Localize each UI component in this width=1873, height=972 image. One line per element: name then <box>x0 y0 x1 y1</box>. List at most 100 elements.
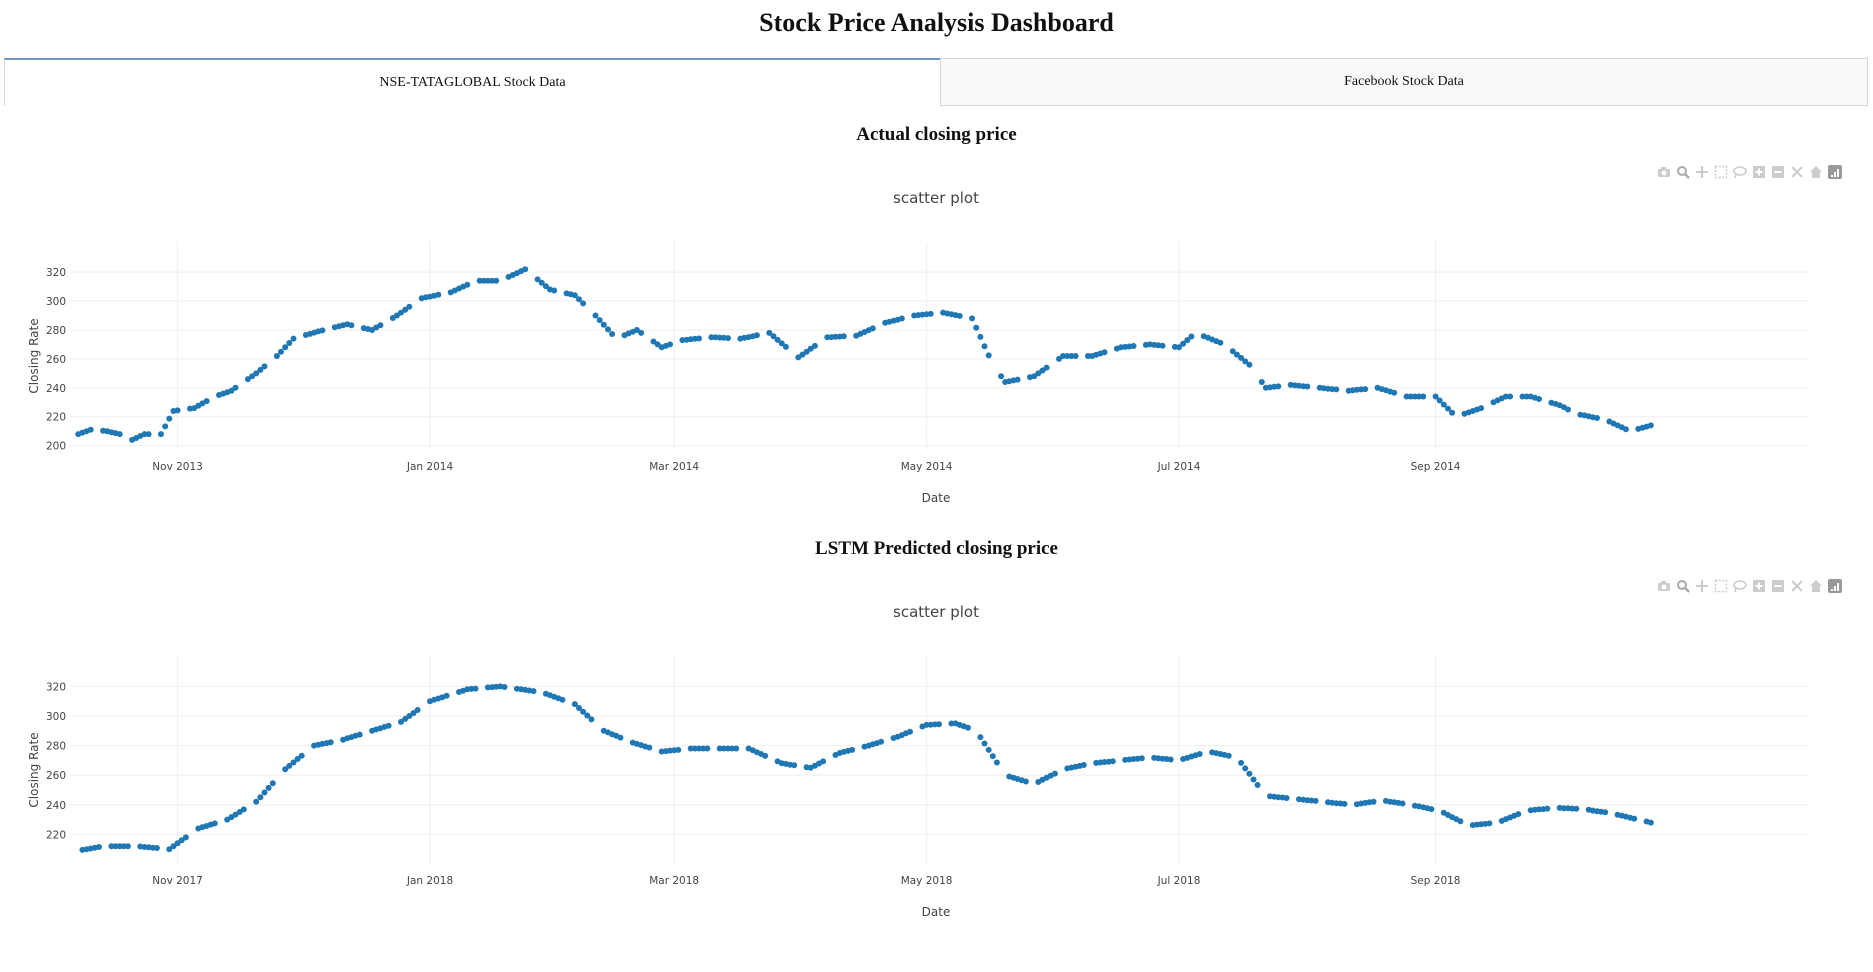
zoom-out-icon[interactable] <box>1770 164 1786 180</box>
data-point[interactable] <box>1035 370 1042 377</box>
data-point[interactable] <box>1159 342 1166 349</box>
data-point[interactable] <box>592 312 599 319</box>
data-point[interactable] <box>1631 815 1638 822</box>
data-point[interactable] <box>1536 396 1542 402</box>
autoscale-icon[interactable] <box>1789 578 1805 594</box>
data-point[interactable] <box>791 762 798 769</box>
data-point[interactable] <box>617 734 624 741</box>
data-point[interactable] <box>965 724 971 731</box>
data-point[interactable] <box>989 753 996 760</box>
data-point[interactable] <box>406 303 413 310</box>
data-point[interactable] <box>1341 800 1348 807</box>
data-point[interactable] <box>124 843 131 850</box>
data-point[interactable] <box>1184 337 1191 344</box>
data-point[interactable] <box>753 332 760 339</box>
data-point[interactable] <box>1109 758 1116 765</box>
data-point[interactable] <box>584 712 591 719</box>
data-point[interactable] <box>286 762 293 769</box>
data-point[interactable] <box>700 745 707 752</box>
data-point[interactable] <box>1622 426 1629 433</box>
data-point[interactable] <box>1258 379 1265 385</box>
data-point[interactable] <box>1176 344 1182 351</box>
data-point[interactable] <box>840 333 847 340</box>
data-point[interactable] <box>211 820 218 827</box>
data-point[interactable] <box>1407 393 1414 400</box>
data-point[interactable] <box>1594 415 1600 421</box>
data-point[interactable] <box>203 398 210 405</box>
data-point[interactable] <box>1647 422 1654 429</box>
data-point[interactable] <box>977 333 984 340</box>
data-point[interactable] <box>1515 811 1522 818</box>
data-point[interactable] <box>1544 805 1551 812</box>
data-point[interactable] <box>1043 364 1050 371</box>
data-point[interactable] <box>1449 409 1456 416</box>
data-point[interactable] <box>725 745 731 752</box>
data-point[interactable] <box>1072 353 1079 359</box>
data-point[interactable] <box>153 845 160 851</box>
home-icon[interactable] <box>1808 578 1824 594</box>
data-point[interactable] <box>1478 405 1485 412</box>
data-point[interactable] <box>116 843 123 850</box>
data-point[interactable] <box>605 326 611 333</box>
data-point[interactable] <box>799 351 806 358</box>
box-select-icon[interactable] <box>1713 578 1729 594</box>
data-point[interactable] <box>480 277 487 284</box>
data-point[interactable] <box>696 335 702 342</box>
actual-price-chart[interactable]: Nov 2013 Jan 2014 Mar 2014 May 2014 Jul 2014… <box>0 180 1873 510</box>
data-point[interactable] <box>1051 770 1058 777</box>
zoom-in-icon[interactable] <box>1751 164 1767 180</box>
plotly-logo-icon[interactable] <box>1827 164 1843 180</box>
data-point[interactable] <box>530 688 537 695</box>
data-point[interactable] <box>807 345 814 352</box>
data-point[interactable] <box>1101 349 1108 356</box>
data-point[interactable] <box>720 745 727 752</box>
data-point[interactable] <box>646 744 653 751</box>
data-point[interactable] <box>522 266 529 273</box>
data-point[interactable] <box>398 718 404 725</box>
data-point[interactable] <box>298 752 305 759</box>
data-point[interactable] <box>977 734 984 741</box>
data-point[interactable] <box>1080 762 1087 768</box>
data-point[interactable] <box>261 363 268 370</box>
data-point[interactable] <box>559 696 566 703</box>
data-point[interactable] <box>538 279 545 286</box>
data-point[interactable] <box>286 340 293 346</box>
data-point[interactable] <box>1647 819 1654 826</box>
data-point[interactable] <box>1064 353 1071 359</box>
pan-icon[interactable] <box>1694 578 1710 594</box>
data-point[interactable] <box>240 806 247 813</box>
data-point[interactable] <box>278 348 284 355</box>
data-point[interactable] <box>907 728 913 735</box>
data-point[interactable] <box>1196 751 1203 757</box>
data-point[interactable] <box>484 277 491 284</box>
data-point[interactable] <box>1229 348 1236 355</box>
data-point[interactable] <box>534 276 541 283</box>
data-point[interactable] <box>174 840 181 847</box>
tab-nse-tataglobal[interactable]: NSE-TATAGLOBAL Stock Data <box>4 58 940 106</box>
data-point[interactable] <box>725 335 731 342</box>
data-point[interactable] <box>609 331 616 337</box>
data-point[interactable] <box>1523 393 1530 400</box>
data-point[interactable] <box>464 281 471 288</box>
data-point[interactable] <box>580 708 587 715</box>
data-point[interactable] <box>782 343 789 350</box>
data-point[interactable] <box>178 837 185 844</box>
data-point[interactable] <box>1130 343 1137 349</box>
data-point[interactable] <box>1238 354 1245 361</box>
data-point[interactable] <box>1283 795 1290 801</box>
data-point[interactable] <box>1022 778 1029 785</box>
data-point[interactable] <box>489 277 496 284</box>
data-point[interactable] <box>348 322 355 329</box>
data-point[interactable] <box>811 342 818 349</box>
data-point[interactable] <box>770 333 777 340</box>
data-point[interactable] <box>596 317 603 324</box>
data-point[interactable] <box>385 722 392 729</box>
data-point[interactable] <box>1242 765 1249 772</box>
data-point[interactable] <box>898 315 905 322</box>
camera-icon[interactable] <box>1656 578 1672 594</box>
data-point[interactable] <box>936 721 942 728</box>
data-point[interactable] <box>687 745 694 752</box>
data-point[interactable] <box>1085 353 1091 359</box>
data-point[interactable] <box>410 710 417 716</box>
data-point[interactable] <box>253 798 260 805</box>
